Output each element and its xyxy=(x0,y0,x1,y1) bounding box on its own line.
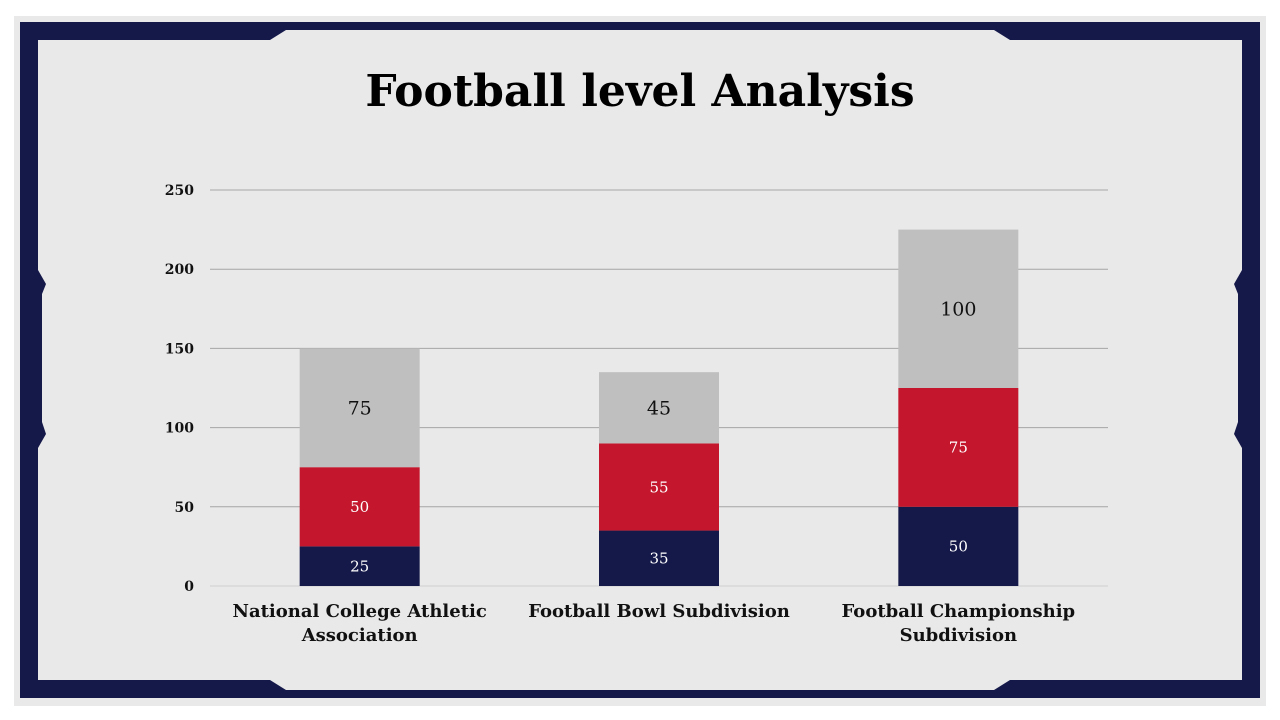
bar-segment xyxy=(299,348,420,468)
bar-segment xyxy=(599,372,719,444)
y-tick-label: 200 xyxy=(165,262,194,278)
y-tick-label: 50 xyxy=(175,500,195,516)
bar-segment xyxy=(898,229,1019,388)
category-label: Football Bowl Subdivision xyxy=(528,601,790,622)
data-label: 55 xyxy=(649,478,668,496)
data-label: 75 xyxy=(949,439,968,457)
y-tick-label: 250 xyxy=(165,183,194,199)
bar-segment xyxy=(599,443,719,531)
bar-segment xyxy=(299,546,420,586)
data-label: 100 xyxy=(940,298,976,320)
data-label: 50 xyxy=(949,538,968,556)
bar-segment xyxy=(898,388,1019,507)
category-label: Football Championship Subdivision xyxy=(842,601,1076,646)
bar-segment xyxy=(599,530,719,586)
data-label: 50 xyxy=(350,498,369,516)
category-label: National College Athletic Association xyxy=(232,601,486,646)
bar-segment xyxy=(898,506,1019,586)
bar-segment xyxy=(299,467,420,547)
y-tick-label: 0 xyxy=(184,579,194,595)
y-tick-label: 100 xyxy=(165,421,194,437)
data-label: 75 xyxy=(348,397,372,419)
data-label: 35 xyxy=(649,550,668,568)
data-label: 45 xyxy=(647,397,671,419)
y-tick-label: 150 xyxy=(165,341,194,357)
data-label: 25 xyxy=(350,557,369,575)
frame-shadow xyxy=(14,16,1266,706)
slide-title: Football level Analysis xyxy=(365,66,915,117)
